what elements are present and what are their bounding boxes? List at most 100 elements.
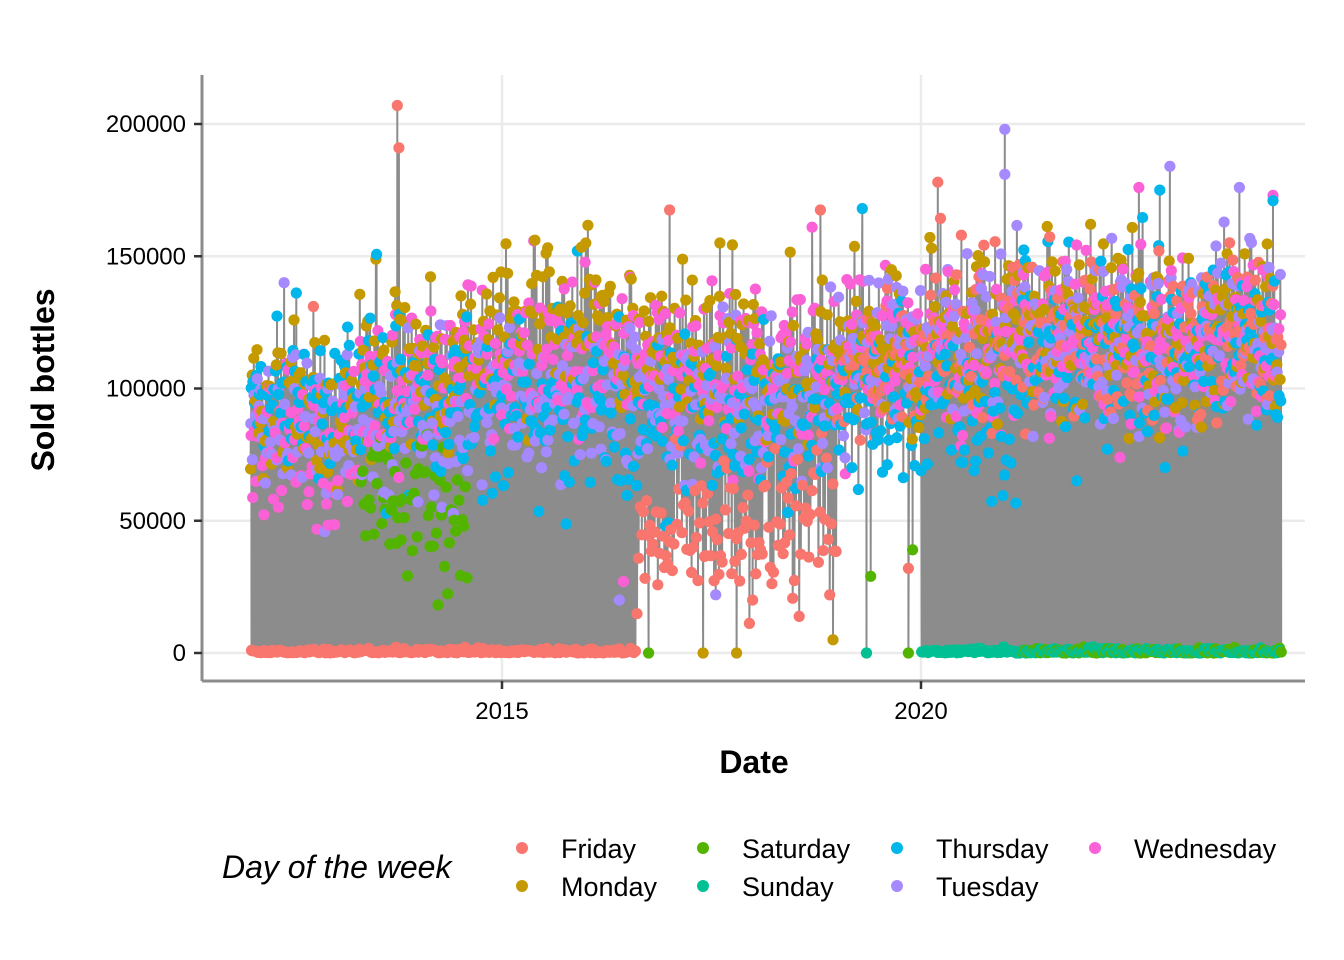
data-point-saturday bbox=[427, 540, 439, 552]
data-point-friday bbox=[822, 533, 834, 546]
data-point-friday bbox=[976, 412, 988, 424]
data-point-thursday bbox=[865, 416, 877, 428]
data-point-tuesday bbox=[821, 462, 834, 474]
data-point-friday bbox=[785, 468, 797, 480]
data-point-monday bbox=[784, 246, 796, 258]
data-point-thursday bbox=[1071, 475, 1083, 487]
data-point-monday bbox=[704, 295, 716, 307]
data-point-friday bbox=[1244, 307, 1257, 320]
data-point-tuesday bbox=[873, 277, 885, 289]
data-point-wednesday bbox=[561, 350, 574, 362]
data-point-monday bbox=[874, 334, 886, 346]
data-point-saturday bbox=[400, 457, 412, 469]
data-point-friday bbox=[692, 574, 704, 587]
data-point-wednesday bbox=[785, 336, 797, 348]
data-point-monday bbox=[389, 286, 401, 298]
data-point-friday bbox=[734, 575, 746, 587]
data-point-tuesday bbox=[303, 447, 315, 459]
data-point-thursday bbox=[1154, 184, 1166, 196]
y-tick-label: 100000 bbox=[106, 376, 186, 403]
data-point-thursday bbox=[803, 450, 815, 462]
data-point-tuesday bbox=[817, 437, 829, 449]
data-point-monday bbox=[969, 385, 981, 397]
data-point-monday bbox=[318, 334, 331, 346]
data-point-thursday bbox=[918, 433, 930, 445]
data-point-friday bbox=[790, 500, 802, 512]
data-point-thursday bbox=[440, 427, 452, 439]
data-point-monday bbox=[827, 634, 839, 646]
data-point-tuesday bbox=[1213, 349, 1225, 362]
data-point-friday bbox=[722, 528, 735, 540]
data-point-thursday bbox=[741, 364, 754, 376]
data-point-wednesday bbox=[743, 465, 755, 477]
data-point-tuesday bbox=[914, 285, 927, 297]
data-point-wednesday bbox=[1133, 391, 1145, 403]
data-point-wednesday bbox=[457, 326, 469, 338]
data-point-tuesday bbox=[1159, 406, 1171, 418]
data-point-monday bbox=[543, 266, 555, 278]
data-point-thursday bbox=[1101, 443, 1113, 455]
data-point-tuesday bbox=[290, 349, 302, 361]
data-point-tuesday bbox=[839, 452, 851, 464]
data-point-saturday bbox=[398, 511, 410, 524]
data-point-thursday bbox=[1124, 409, 1136, 421]
data-point-wednesday bbox=[1080, 244, 1092, 256]
data-point-friday bbox=[1264, 390, 1276, 402]
data-point-wednesday bbox=[781, 367, 794, 379]
data-point-thursday bbox=[854, 392, 866, 404]
data-point-thursday bbox=[350, 435, 362, 447]
data-point-monday bbox=[564, 300, 576, 312]
data-point-tuesday bbox=[540, 446, 552, 458]
data-point-thursday bbox=[706, 479, 718, 491]
data-point-friday bbox=[1044, 231, 1056, 243]
data-point-tuesday bbox=[735, 450, 747, 462]
data-point-thursday bbox=[679, 328, 691, 340]
data-point-saturday bbox=[907, 544, 919, 556]
data-point-wednesday bbox=[518, 327, 530, 339]
data-point-thursday bbox=[1141, 426, 1153, 438]
data-point-friday bbox=[777, 548, 789, 560]
data-point-friday bbox=[782, 492, 794, 504]
data-point-thursday bbox=[631, 480, 643, 492]
data-point-wednesday bbox=[932, 386, 945, 398]
data-point-friday bbox=[682, 505, 695, 517]
data-point-friday bbox=[989, 236, 1001, 248]
data-point-tuesday bbox=[799, 365, 811, 377]
data-point-friday bbox=[694, 517, 706, 529]
data-point-friday bbox=[695, 480, 707, 492]
data-point-wednesday bbox=[547, 354, 559, 366]
data-point-thursday bbox=[544, 424, 556, 436]
data-point-thursday bbox=[1032, 326, 1044, 338]
data-point-friday bbox=[710, 513, 722, 525]
data-point-tuesday bbox=[701, 379, 713, 391]
data-point-monday bbox=[677, 253, 689, 265]
data-point-thursday bbox=[1271, 411, 1284, 423]
data-point-tuesday bbox=[971, 348, 983, 360]
data-point-thursday bbox=[968, 465, 980, 477]
data-point-monday bbox=[738, 298, 750, 310]
data-point-tuesday bbox=[1212, 267, 1224, 279]
data-point-tuesday bbox=[1038, 391, 1050, 404]
data-point-monday bbox=[1097, 238, 1109, 250]
data-point-friday bbox=[1101, 393, 1114, 405]
data-point-friday bbox=[687, 541, 699, 553]
data-point-wednesday bbox=[1238, 294, 1250, 307]
data-point-wednesday bbox=[425, 305, 437, 317]
data-point-tuesday bbox=[1245, 237, 1257, 249]
data-point-thursday bbox=[1133, 417, 1145, 429]
data-point-monday bbox=[248, 352, 260, 364]
data-point-monday bbox=[481, 288, 493, 300]
data-point-friday bbox=[1110, 308, 1122, 320]
legend-label: Saturday bbox=[742, 834, 851, 864]
data-point-wednesday bbox=[1250, 405, 1262, 417]
data-point-thursday bbox=[953, 421, 966, 433]
data-point-thursday bbox=[1122, 243, 1134, 256]
data-point-monday bbox=[542, 242, 554, 254]
data-point-tuesday bbox=[1106, 232, 1118, 244]
data-point-tuesday bbox=[624, 322, 636, 335]
data-point-tuesday bbox=[858, 407, 870, 419]
data-point-wednesday bbox=[968, 359, 980, 371]
data-point-friday bbox=[796, 479, 809, 491]
data-point-monday bbox=[500, 238, 512, 250]
data-point-thursday bbox=[894, 420, 906, 432]
